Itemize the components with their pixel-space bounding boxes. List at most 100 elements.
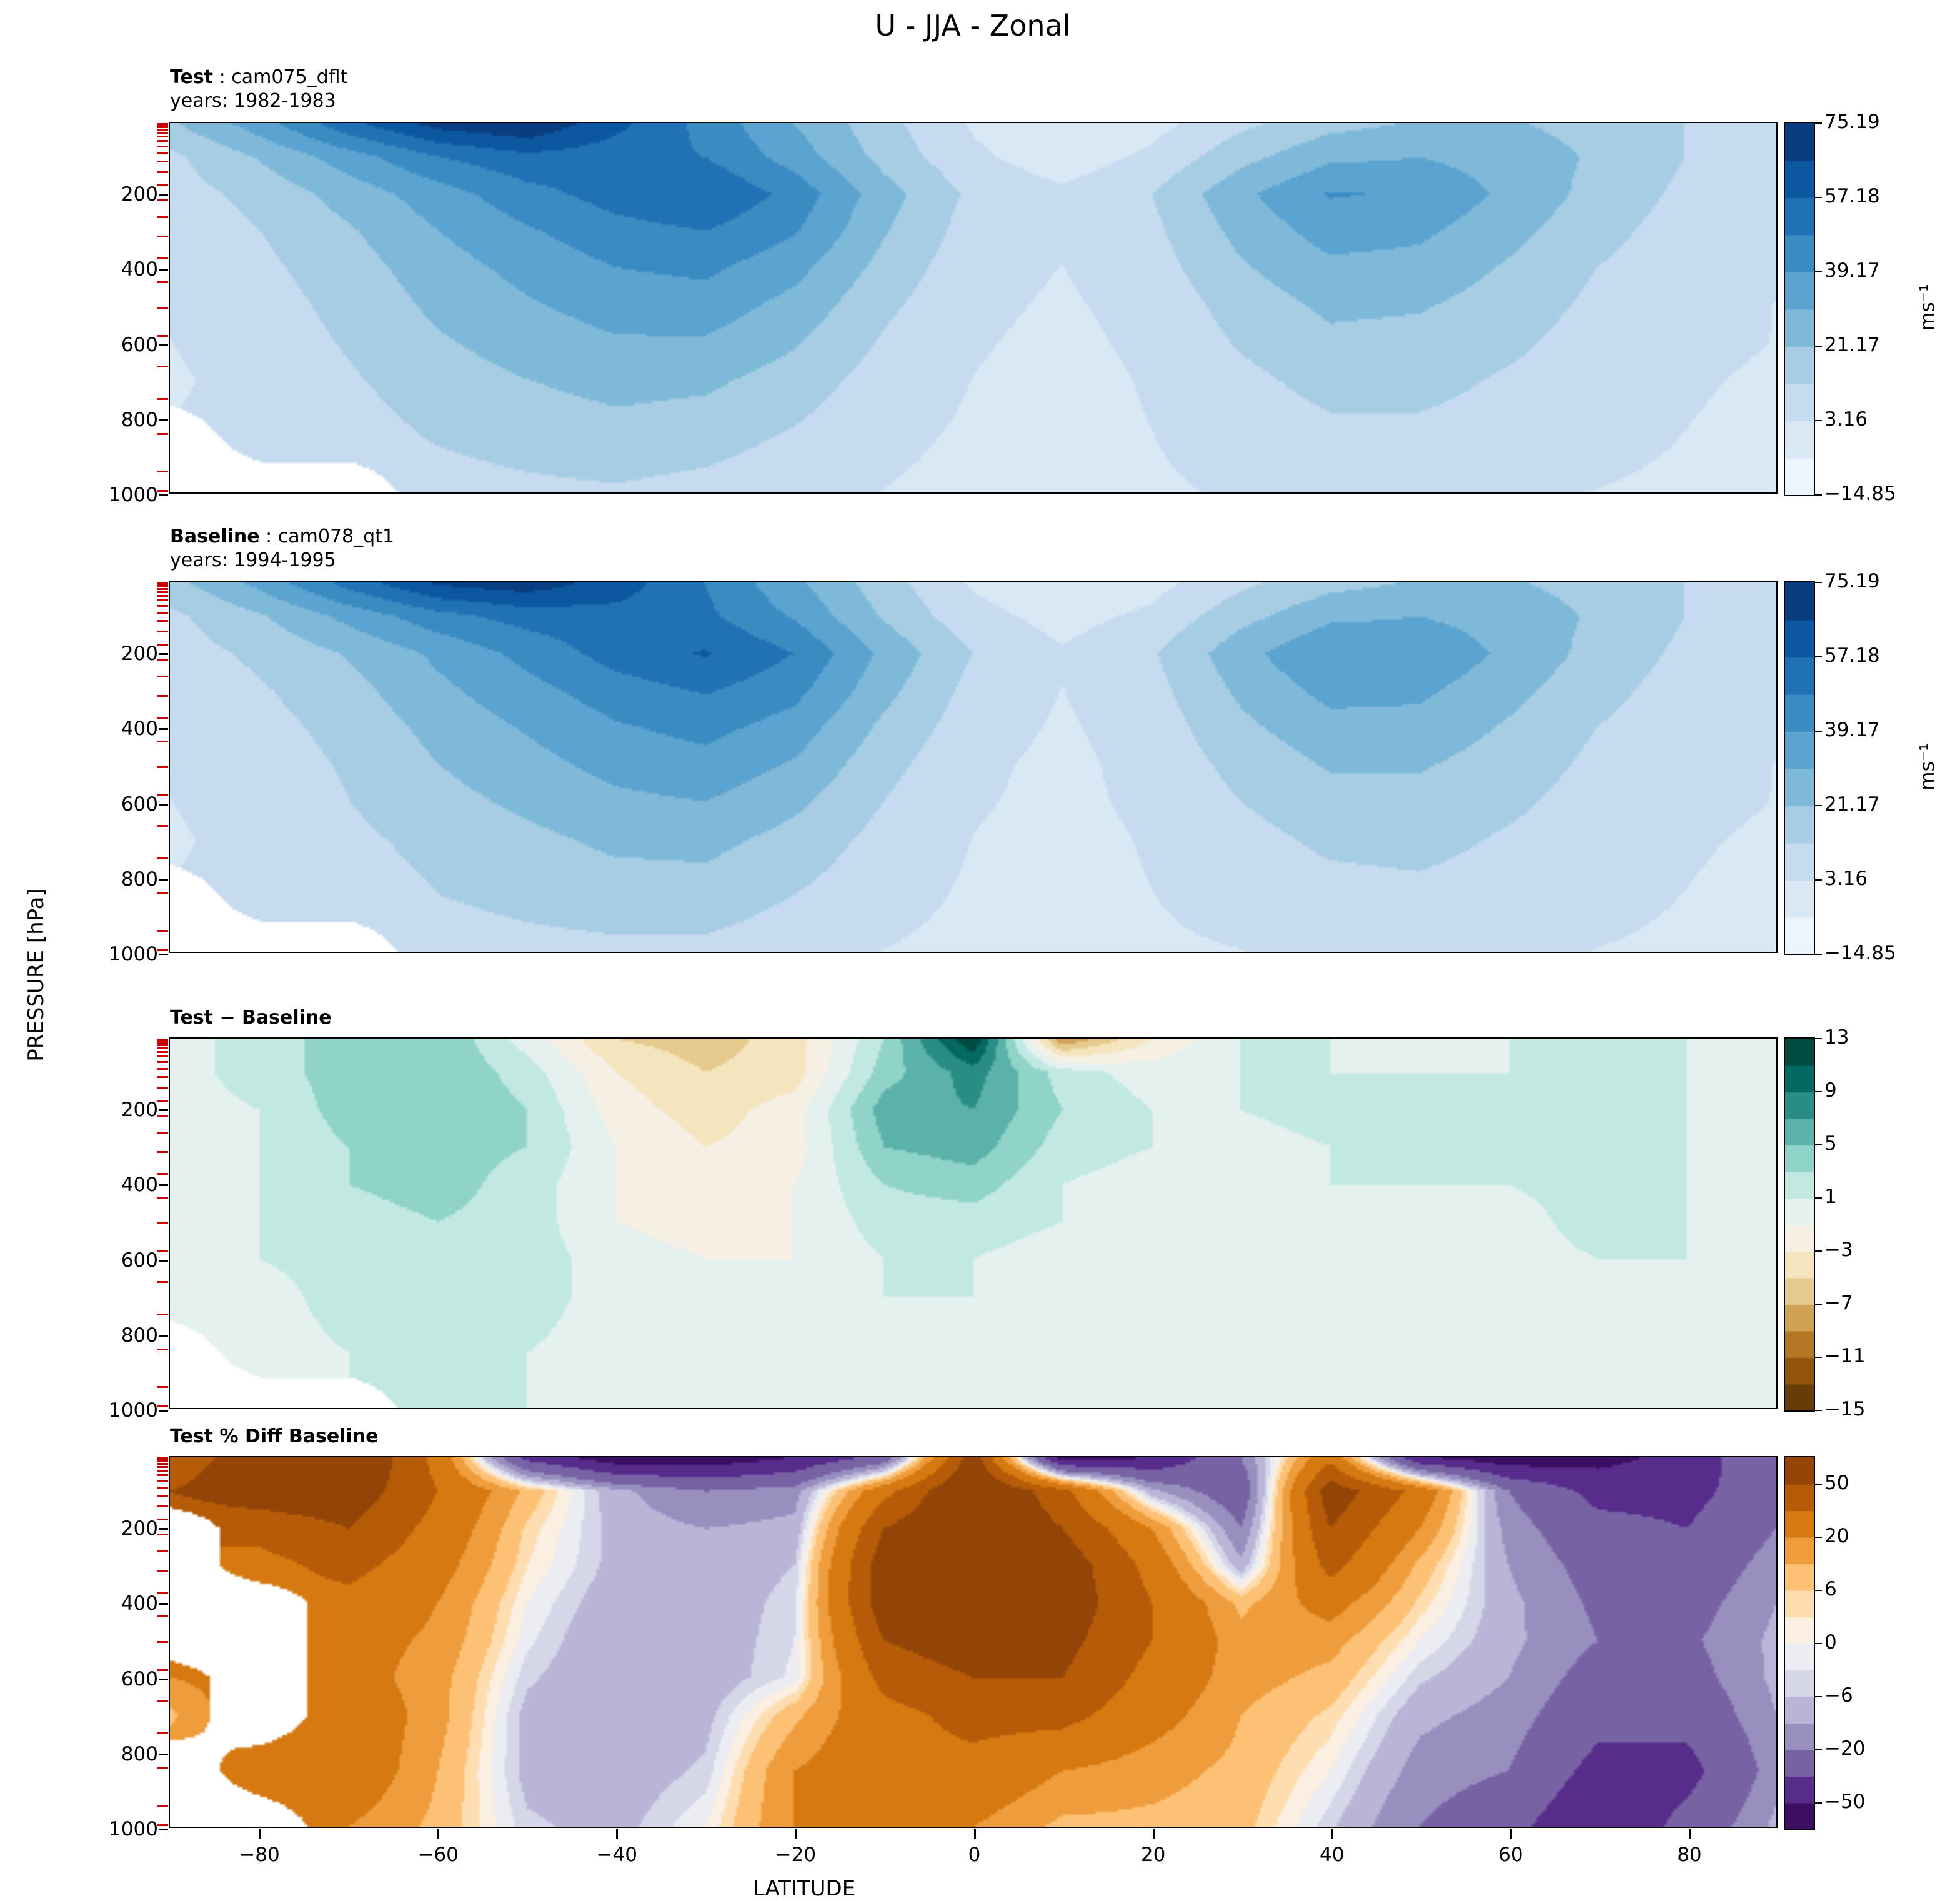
y-tick-label: 400 — [121, 1592, 158, 1615]
model-level-tick — [157, 236, 168, 237]
model-level-tick — [157, 1040, 168, 1042]
model-level-tick — [157, 591, 168, 593]
y-tick — [159, 1184, 168, 1187]
colorbar-tick-label: −6 — [1824, 1684, 1853, 1707]
model-level-tick — [157, 1131, 168, 1134]
panel-pctdiff-header-line1: Test % Diff Baseline — [170, 1425, 379, 1449]
model-level-tick — [157, 675, 168, 677]
panel-baseline-header-bold: Baseline — [170, 526, 260, 547]
model-level-tick — [157, 1460, 168, 1463]
model-level-tick — [157, 307, 168, 309]
model-level-tick — [157, 594, 168, 597]
model-level-tick — [157, 1067, 168, 1070]
model-level-tick — [157, 1824, 168, 1827]
colorbar-tick — [1814, 1250, 1822, 1252]
x-tick-label: −40 — [596, 1844, 637, 1866]
panel-diff-header-bold: Test − Baseline — [170, 1007, 332, 1029]
x-tick-label: −20 — [775, 1844, 817, 1866]
colorbar-tick — [1814, 582, 1822, 583]
y-tick-label: 1000 — [109, 1818, 158, 1840]
colorbar-tick-label: 21.17 — [1824, 333, 1880, 356]
x-tick-label: −60 — [417, 1844, 459, 1866]
model-level-tick — [157, 1050, 168, 1053]
plot-area-pctdiff: 200 400 600 800 1000 −80 −60 −40 −20 0 20 40 60 80 — [109, 1456, 1778, 1866]
model-level-tick — [157, 257, 168, 259]
colorbar-tick — [1814, 1642, 1822, 1644]
model-level-tick — [157, 949, 168, 952]
y-tick — [159, 1528, 168, 1530]
y-tick-label: 400 — [121, 1174, 158, 1197]
x-tick — [437, 1829, 440, 1839]
colorbar-tick-label: 1 — [1824, 1185, 1837, 1208]
model-level-tick — [157, 1385, 168, 1388]
model-level-tick — [157, 398, 168, 401]
x-tick — [259, 1829, 261, 1839]
model-level-tick — [157, 1469, 168, 1472]
model-level-tick — [157, 929, 168, 932]
colorbar-tick-label: 75.19 — [1824, 570, 1880, 592]
model-level-tick — [157, 1457, 168, 1459]
colorbar-tick — [1814, 1304, 1822, 1305]
colorbar-tick-label: −20 — [1824, 1737, 1866, 1760]
panel-diff: Test − Baseline 200 400 600 800 1000 13 9 5 1 −3… — [0, 1007, 1960, 1422]
model-level-tick — [157, 587, 168, 590]
model-level-tick — [157, 716, 168, 719]
model-level-tick — [157, 1732, 168, 1735]
y-tick — [159, 728, 168, 731]
y-tick-label: 1000 — [109, 1399, 158, 1422]
model-level-tick — [157, 1533, 168, 1535]
y-tick-label: 200 — [121, 1517, 158, 1540]
panel-baseline-header-rest: : cam078_qt1 — [259, 526, 395, 547]
x-tick — [1510, 1829, 1512, 1839]
y-tick — [159, 653, 168, 656]
panel-baseline-header-line1: Baseline : cam078_qt1 — [170, 525, 394, 549]
model-level-tick — [157, 582, 168, 584]
colorbar-tick-label: 75.19 — [1824, 111, 1880, 133]
colorbar-tick — [1814, 954, 1822, 955]
y-tick-label: 600 — [121, 1249, 158, 1272]
model-level-tick — [157, 1280, 168, 1283]
model-level-tick — [157, 604, 168, 607]
model-level-tick — [157, 126, 168, 129]
model-level-tick — [157, 1099, 168, 1102]
y-tick — [159, 954, 168, 955]
baseline-contour-canvas — [170, 582, 1776, 952]
model-level-tick — [157, 139, 168, 142]
y-tick-label: 1000 — [109, 943, 158, 965]
model-level-tick — [157, 599, 168, 601]
model-level-tick — [157, 1172, 168, 1175]
x-tick — [1331, 1829, 1333, 1839]
y-tick — [159, 1410, 168, 1412]
x-tick-label: 20 — [1140, 1844, 1166, 1866]
model-level-tick — [157, 1591, 168, 1594]
panel-pctdiff-header-bold: Test % Diff Baseline — [170, 1425, 379, 1447]
panel-baseline-header-years: years: 1994-1995 — [170, 549, 336, 571]
diff-contour-canvas — [170, 1039, 1776, 1408]
test-contour-canvas — [170, 123, 1776, 492]
colorbar-pctdiff-canvas — [1785, 1457, 1814, 1829]
colorbar-tick — [1814, 1091, 1822, 1092]
model-level-tick — [157, 122, 168, 125]
y-tick-label: 800 — [121, 408, 158, 431]
colorbar-tick-label: 3.16 — [1824, 407, 1868, 431]
model-level-tick — [157, 1550, 168, 1552]
model-level-tick — [157, 766, 168, 769]
panel-test-header-rest: : cam075_dflt — [213, 66, 348, 88]
colorbar-tick — [1814, 345, 1822, 347]
colorbar-diff-canvas — [1785, 1039, 1814, 1410]
model-level-tick — [157, 1669, 168, 1672]
colorbar-tick — [1814, 804, 1822, 806]
model-level-tick — [157, 1349, 168, 1351]
model-level-tick — [157, 1042, 168, 1044]
y-tick — [159, 1603, 168, 1605]
y-tick — [159, 1259, 168, 1262]
colorbar-tick-label: 13 — [1824, 1026, 1849, 1049]
panel-test: Test : cam075_dflt years: 1982-1983 200 4… — [0, 66, 1960, 506]
model-level-tick — [157, 1060, 168, 1063]
x-tick — [973, 1829, 976, 1839]
model-level-tick — [157, 365, 168, 367]
colorbar-test — [1784, 122, 1822, 496]
model-level-tick — [157, 152, 168, 154]
colorbar-tick-label: 6 — [1824, 1577, 1837, 1600]
plot-area-baseline: 200 400 600 800 1000 — [109, 581, 1778, 965]
